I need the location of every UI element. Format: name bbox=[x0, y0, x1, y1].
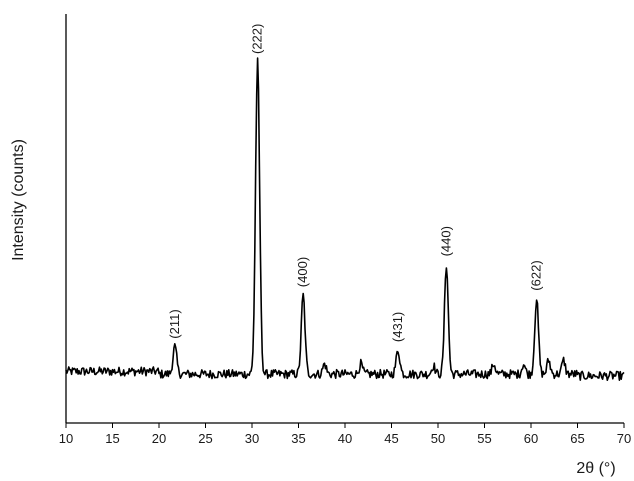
x-tick-label: 25 bbox=[198, 431, 212, 446]
x-tick-label: 20 bbox=[152, 431, 166, 446]
x-tick-label: 30 bbox=[245, 431, 259, 446]
peak-label: (440) bbox=[438, 226, 453, 256]
peak-label: (622) bbox=[529, 260, 544, 290]
x-tick-label: 50 bbox=[431, 431, 445, 446]
diffraction-trace bbox=[65, 57, 625, 381]
x-tick-label: 15 bbox=[105, 431, 119, 446]
peak-label: (222) bbox=[250, 24, 265, 54]
peak-labels: (211) (222) (400) (431) (440) (622) bbox=[167, 24, 544, 342]
x-tick-label: 60 bbox=[524, 431, 538, 446]
peak-label: (211) bbox=[167, 309, 182, 338]
x-tick-label: 45 bbox=[384, 431, 398, 446]
x-axis-title: 2θ (°) bbox=[576, 460, 615, 477]
x-tick-label: 65 bbox=[570, 431, 584, 446]
y-axis-title: Intensity (counts) bbox=[10, 139, 27, 261]
peak-label: (400) bbox=[295, 257, 310, 287]
x-tick-label: 55 bbox=[477, 431, 491, 446]
x-axis-ticks: 10 15 20 25 30 35 40 45 50 55 60 65 70 bbox=[59, 423, 631, 446]
x-tick-label: 35 bbox=[291, 431, 305, 446]
x-tick-label: 40 bbox=[338, 431, 352, 446]
x-tick-label: 70 bbox=[617, 431, 631, 446]
x-tick-label: 10 bbox=[59, 431, 73, 446]
plot-area: 10 15 20 25 30 35 40 45 50 55 60 65 70 (211) (222) (40… bbox=[59, 14, 631, 446]
peak-label: (431) bbox=[390, 312, 405, 342]
